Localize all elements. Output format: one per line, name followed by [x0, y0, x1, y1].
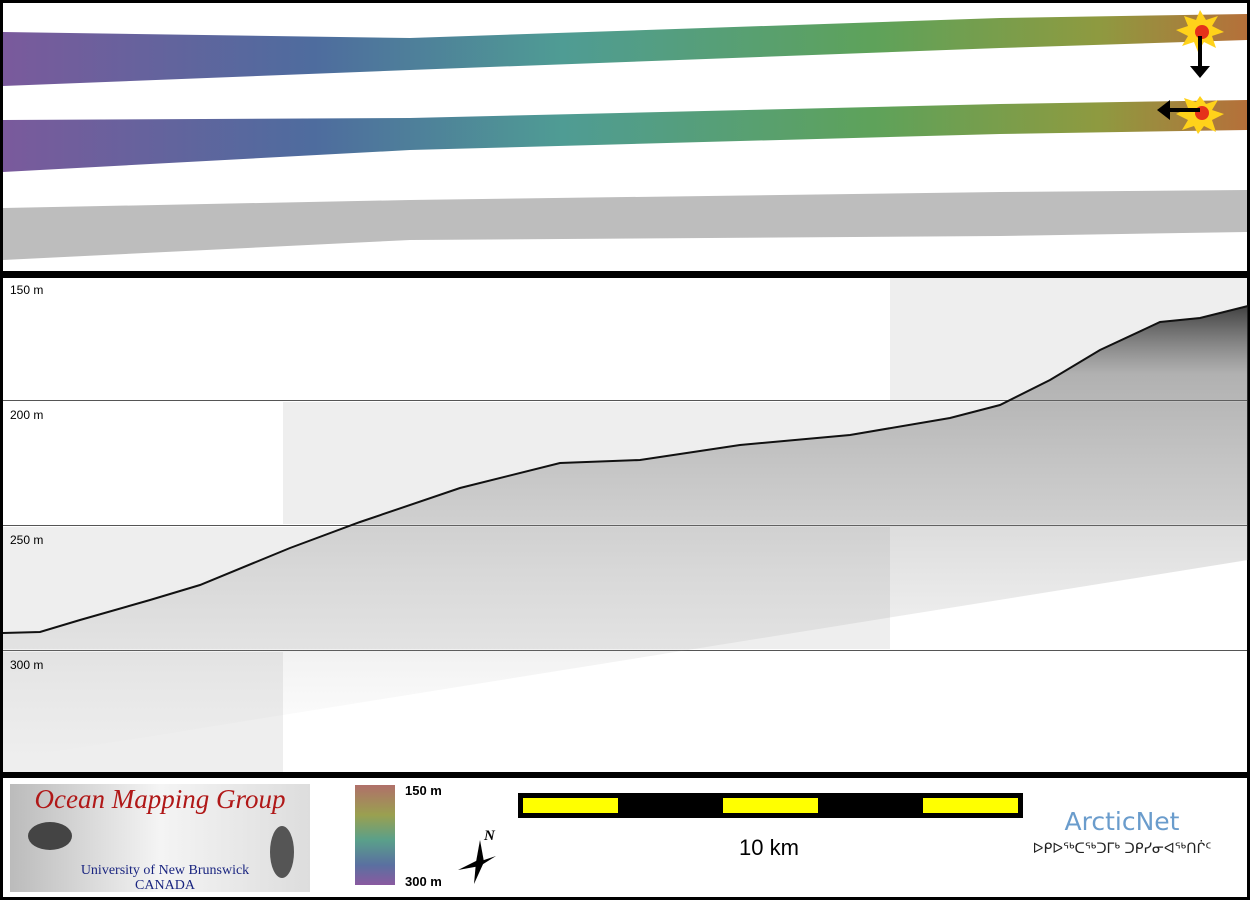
logo-university: University of New Brunswick — [81, 863, 249, 878]
depth-label: 150 m — [10, 283, 43, 297]
depth-label: 250 m — [10, 533, 43, 547]
colorbar-label: 300 m — [405, 874, 442, 889]
logo-image — [28, 822, 72, 850]
north-label: N — [483, 828, 496, 844]
colorbar-label: 150 m — [405, 783, 442, 798]
bathymetry-swath — [3, 100, 1247, 172]
logo-country: CANADA — [135, 878, 196, 893]
depth-label: 300 m — [10, 658, 43, 672]
logo-title: Ocean Mapping Group — [35, 784, 286, 814]
north-arrow: N — [458, 828, 496, 884]
colorbar — [355, 785, 395, 885]
depth-label: 200 m — [10, 408, 43, 422]
ship-marker — [1157, 10, 1224, 134]
partner-name: ArcticNet — [1065, 807, 1180, 836]
echo-return — [3, 306, 1248, 760]
scale-bar — [518, 793, 1023, 818]
logo-image — [270, 826, 294, 878]
scale-label: 10 km — [739, 835, 799, 860]
partner-syllabics: ᐅᑭᐅᖅᑕᖅᑐᒥᒃ ᑐᑭᓯᓂᐊᖅᑎᒌᑦ — [1033, 840, 1212, 857]
bathymetry-swath — [3, 14, 1247, 86]
backscatter-swath — [3, 190, 1247, 260]
seafloor-profile — [2, 305, 1249, 634]
